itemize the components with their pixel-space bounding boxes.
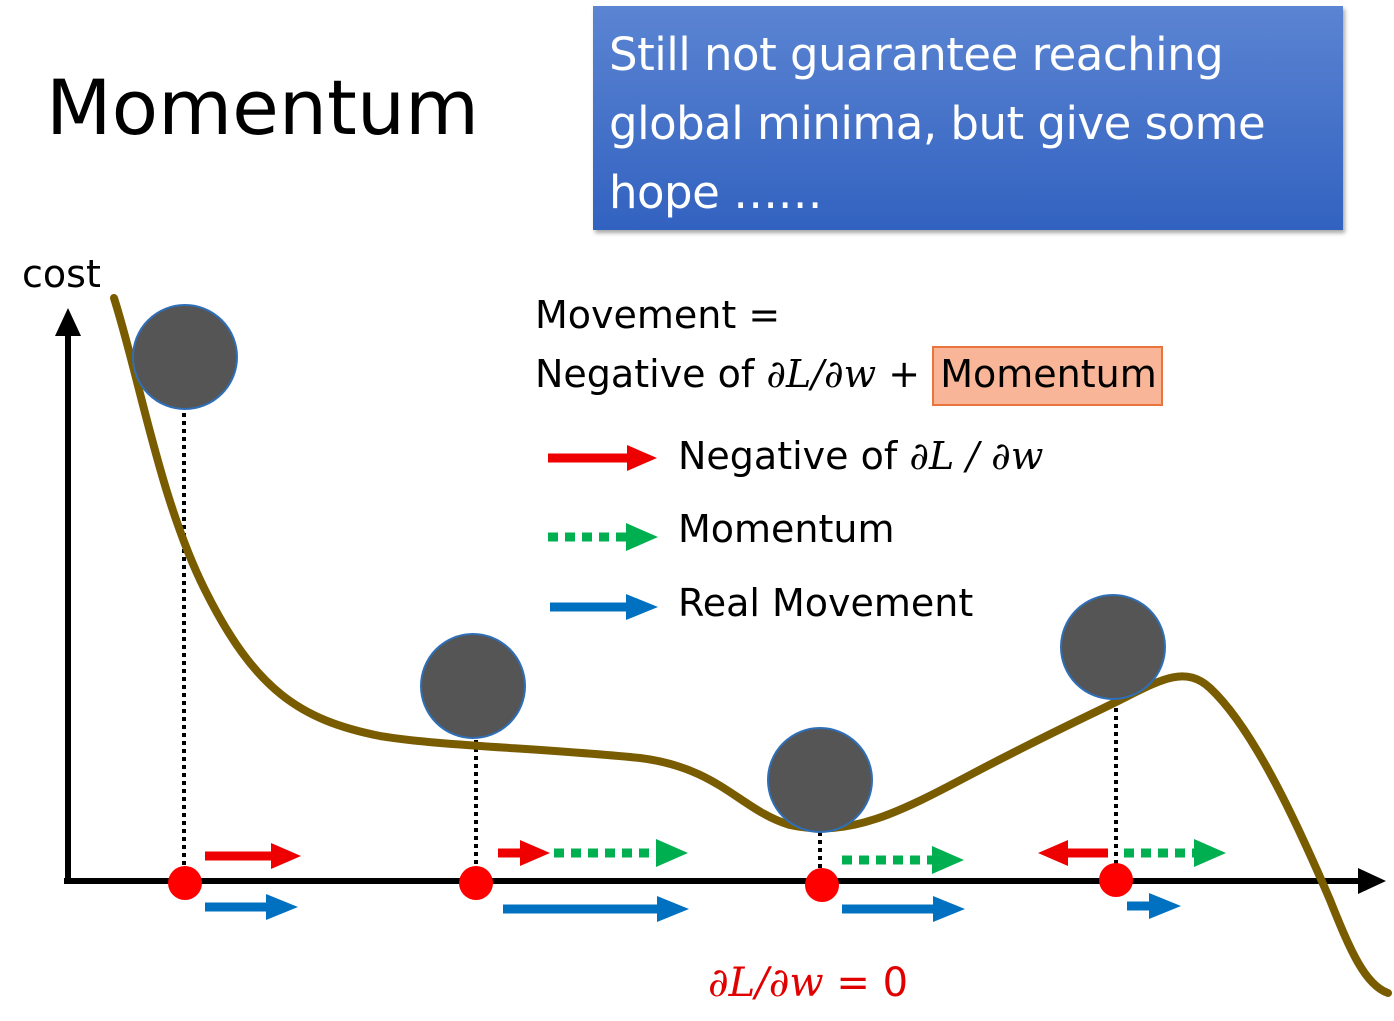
formula-plus: + <box>876 352 933 396</box>
ball-2 <box>420 633 526 739</box>
legend-gradient-prefix: Negative of <box>678 434 910 478</box>
legend-real-label: Real Movement <box>678 581 974 625</box>
formula-prefix: Negative of <box>535 352 767 396</box>
slide-title: Momentum <box>46 63 480 152</box>
ball-3 <box>767 727 873 833</box>
point-2 <box>459 866 493 900</box>
formula-derivative: ∂L/∂w <box>766 352 877 396</box>
callout-line-3: hope …… <box>609 166 823 219</box>
zero-gradient-label: ∂L/∂w = 0 <box>708 963 908 1003</box>
formula-line-2: Negative of ∂L/∂w + Momentum <box>535 346 1163 406</box>
zero-gradient-math: ∂L/∂w <box>708 960 824 1006</box>
highlight-momentum: Momentum <box>932 346 1163 406</box>
callout-line-2: global minima, but give some <box>609 97 1266 150</box>
cost-curve <box>110 294 1392 997</box>
formula-line-1: Movement = <box>535 293 781 337</box>
legend-momentum-label: Momentum <box>678 507 895 551</box>
point-1 <box>168 866 202 900</box>
legend-gradient-math: ∂L / ∂w <box>909 434 1044 478</box>
zero-gradient-suffix: = 0 <box>823 960 909 1006</box>
point-4 <box>1099 863 1133 897</box>
legend-gradient-label: Negative of ∂L / ∂w <box>678 437 1043 475</box>
ball-1 <box>132 304 238 410</box>
ball-4 <box>1060 594 1166 700</box>
callout-line-1: Still not guarantee reaching <box>609 28 1224 81</box>
y-axis-label: cost <box>22 252 101 296</box>
point-3 <box>805 868 839 902</box>
callout-box: Still not guarantee reaching global mini… <box>593 6 1343 230</box>
